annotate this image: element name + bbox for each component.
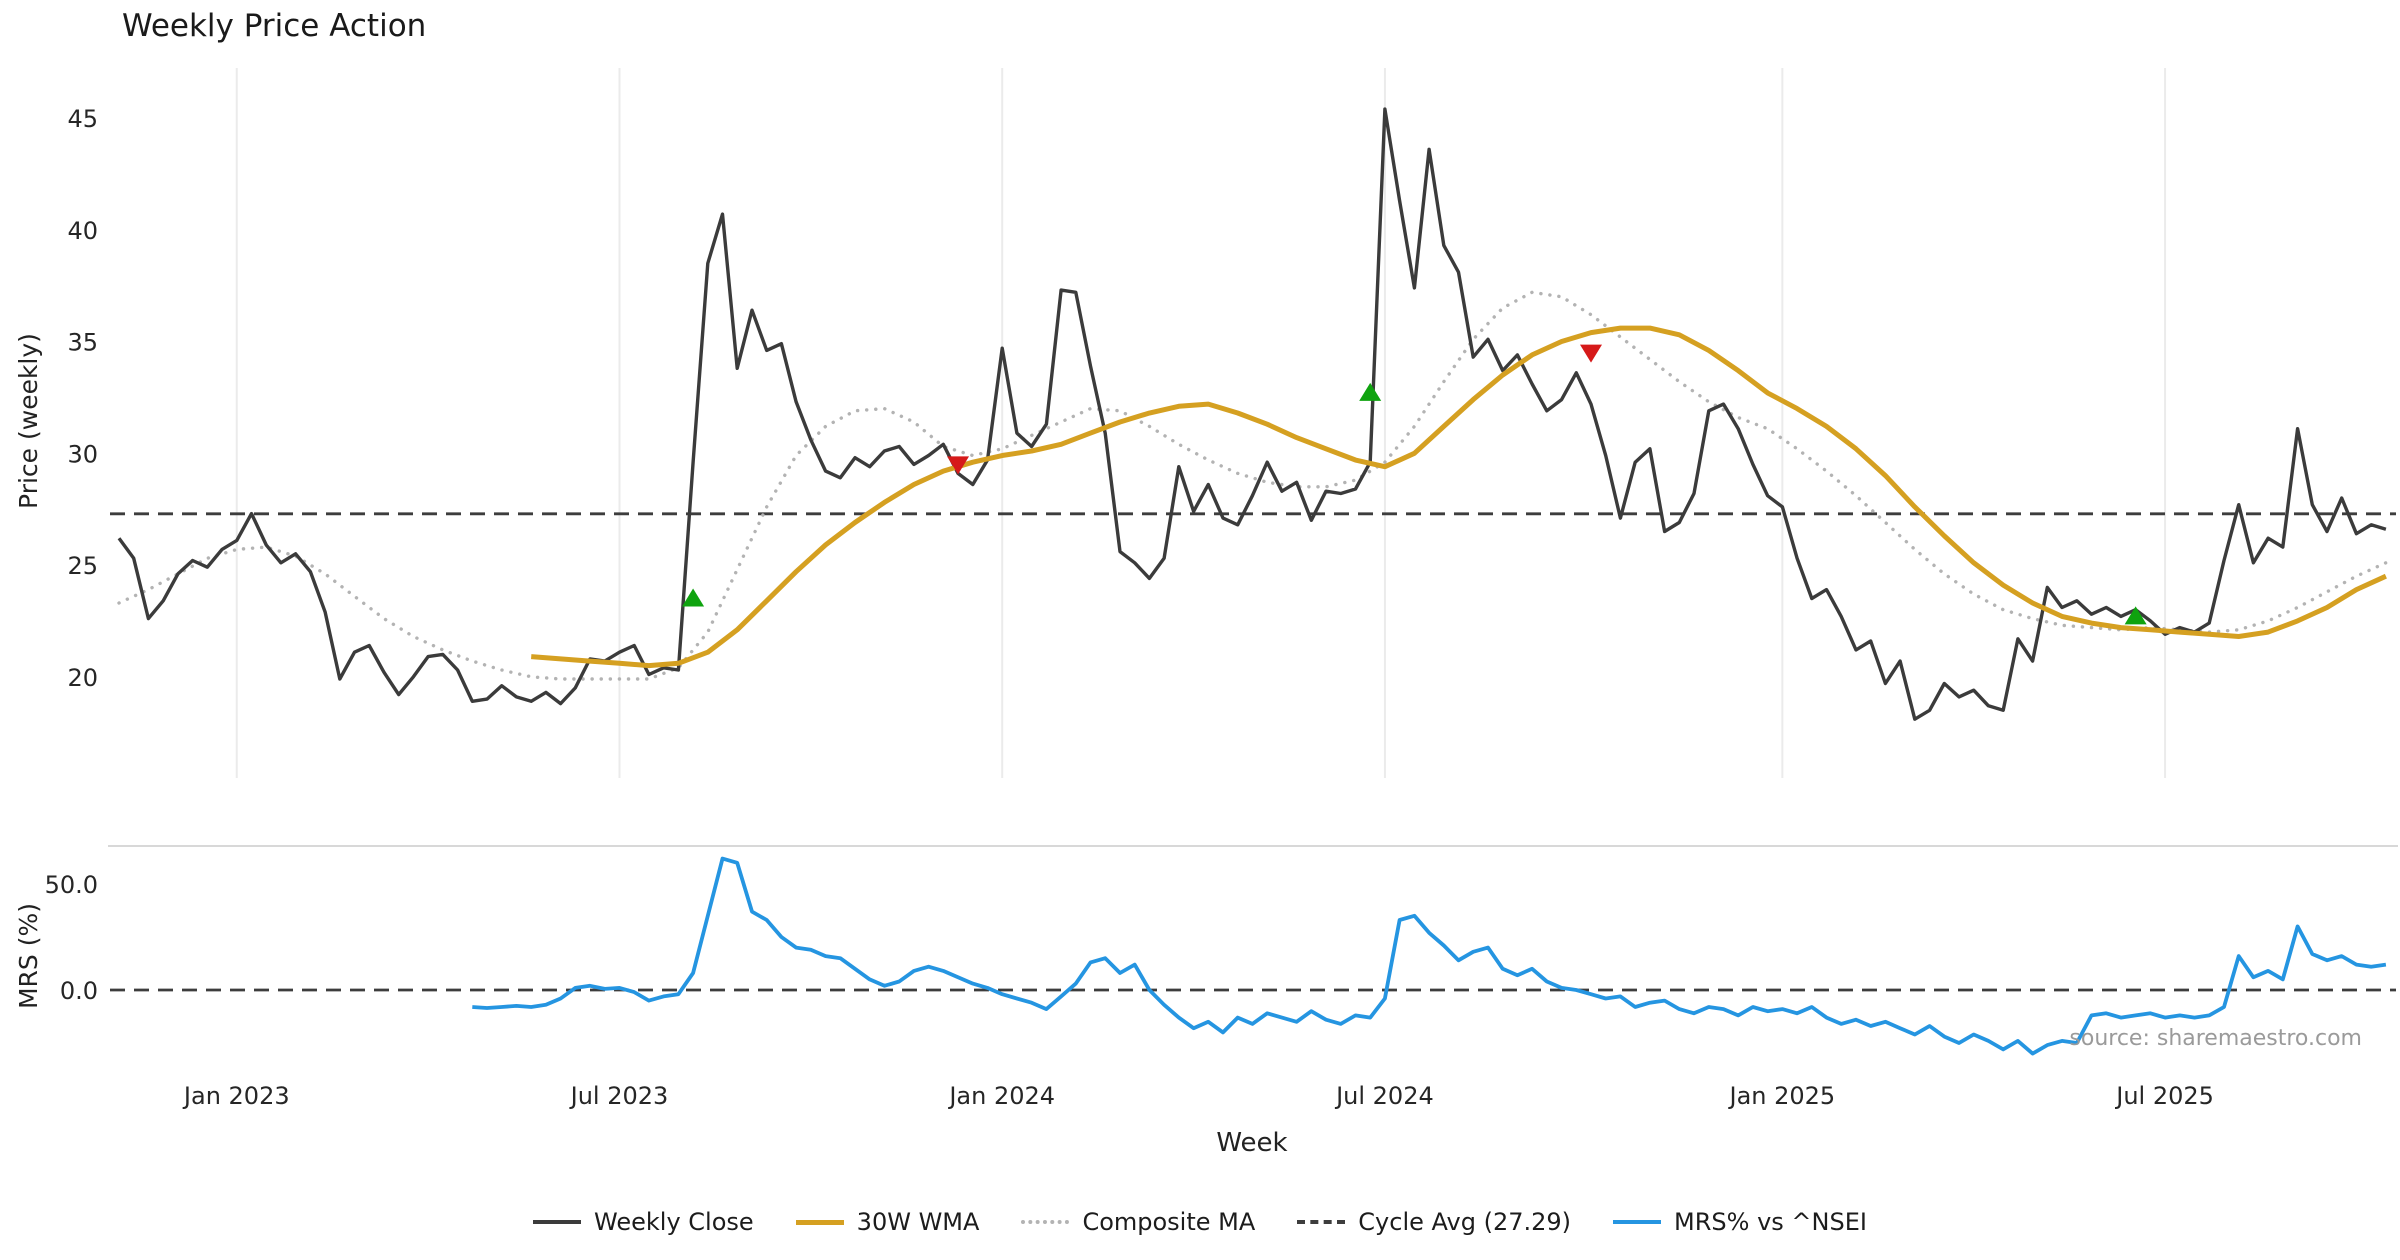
mrs-line-swatch	[1613, 1220, 1662, 1224]
chart-title: Weekly Price Action	[122, 8, 427, 44]
price-y-tick-label: 45	[67, 105, 98, 133]
sell-signal-marker	[1580, 344, 1602, 363]
buy-signal-marker	[1359, 382, 1382, 401]
weekly-close-line	[117, 107, 2387, 721]
cycle-avg-line-swatch	[1297, 1220, 1346, 1224]
mrs-line	[472, 856, 2387, 1056]
price-y-tick-label: 40	[67, 217, 98, 245]
x-tick-label: Jul 2023	[569, 1082, 669, 1110]
legend-label: MRS% vs ^NSEI	[1674, 1208, 1867, 1236]
mrs-y-tick-label: 0.0	[60, 977, 98, 1005]
legend-label: Cycle Avg (27.29)	[1358, 1208, 1572, 1236]
legend-item-30w-wma: 30W WMA	[795, 1208, 980, 1236]
x-tick-label: Jul 2024	[1334, 1082, 1434, 1110]
sell-signal-marker	[947, 456, 970, 475]
buy-signal-marker	[682, 588, 705, 607]
legend-label: 30W WMA	[856, 1208, 980, 1236]
legend-label: Weekly Close	[594, 1208, 754, 1236]
x-tick-label: Jan 2023	[182, 1082, 290, 1110]
legend-item-weekly-close: Weekly Close	[533, 1208, 754, 1236]
wma-line	[531, 325, 2387, 669]
buy-signal-marker	[2124, 606, 2147, 625]
wma-line-swatch	[795, 1219, 844, 1225]
source-annotation: source: sharemaestro.com	[2069, 1026, 2362, 1051]
x-tick-label: Jan 2025	[1728, 1082, 1836, 1110]
price-y-tick-label: 25	[67, 552, 98, 580]
legend-item-composite-ma: Composite MA	[1021, 1208, 1255, 1236]
price-y-tick-label: 20	[67, 664, 98, 692]
mrs-y-tick-label: 50.0	[45, 871, 98, 899]
legend-label: Composite MA	[1082, 1208, 1256, 1236]
x-tick-label: Jul 2025	[2114, 1082, 2214, 1110]
legend-item-cycle-avg: Cycle Avg (27.29)	[1297, 1208, 1571, 1236]
composite-ma-line	[117, 290, 2388, 681]
composite-ma-line-swatch	[1021, 1220, 1070, 1224]
price-y-tick-label: 30	[67, 440, 98, 468]
weekly-close-line-swatch	[533, 1220, 582, 1224]
x-tick-label: Jan 2024	[947, 1082, 1055, 1110]
legend-item-mrs: MRS% vs ^NSEI	[1613, 1208, 1867, 1236]
legend: Weekly Close 30W WMA Composite MA Cycle …	[0, 1208, 2400, 1236]
x-axis-label: Week	[1216, 1128, 1288, 1158]
price-y-tick-label: 35	[67, 329, 98, 357]
